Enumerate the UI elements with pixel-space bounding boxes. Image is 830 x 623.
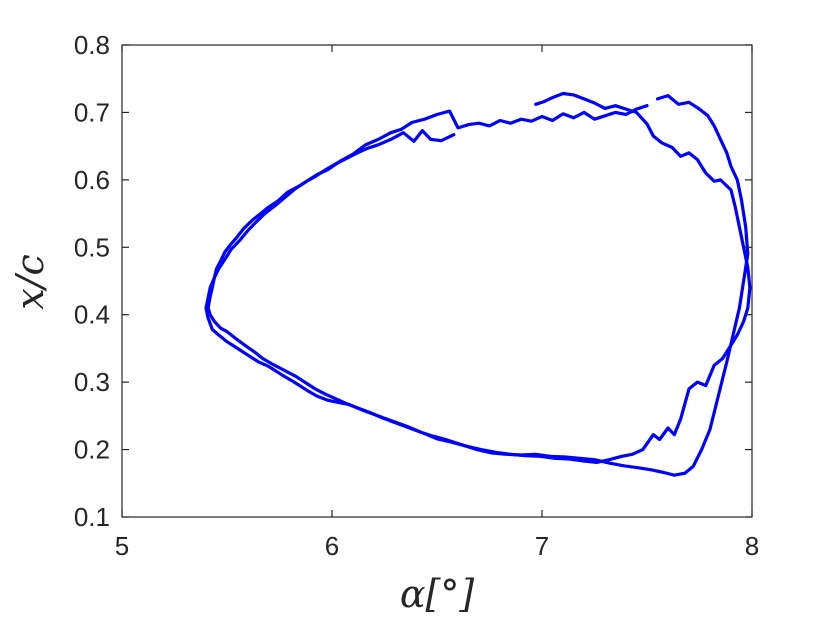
series-line-2 — [206, 94, 750, 477]
x-tick-label: 8 — [745, 531, 759, 561]
y-tick-label: 0.2 — [74, 435, 110, 465]
y-tick-label: 0.3 — [74, 367, 110, 397]
x-axis-ticks: 5 6 7 8 — [115, 45, 759, 561]
x-tick-label: 5 — [115, 531, 129, 561]
y-axis-ticks: 0.1 0.2 0.3 0.4 0.5 0.6 0.7 0.8 — [74, 30, 752, 532]
y-tick-label: 0.5 — [74, 232, 110, 262]
y-axis-label: x/c — [8, 254, 52, 310]
y-tick-label: 0.8 — [74, 30, 110, 60]
plot-frame — [121, 44, 753, 518]
x-axis-label: α[°] — [400, 572, 474, 616]
x-tick-label: 6 — [325, 531, 339, 561]
y-tick-label: 0.6 — [74, 165, 110, 195]
plot-lines — [204, 91, 752, 477]
series-line-1 — [204, 91, 752, 464]
y-tick-label: 0.7 — [74, 97, 110, 127]
axes-box — [121, 44, 753, 518]
y-tick-label: 0.1 — [74, 502, 110, 532]
y-tick-label: 0.4 — [74, 300, 110, 330]
x-tick-label: 7 — [535, 531, 549, 561]
